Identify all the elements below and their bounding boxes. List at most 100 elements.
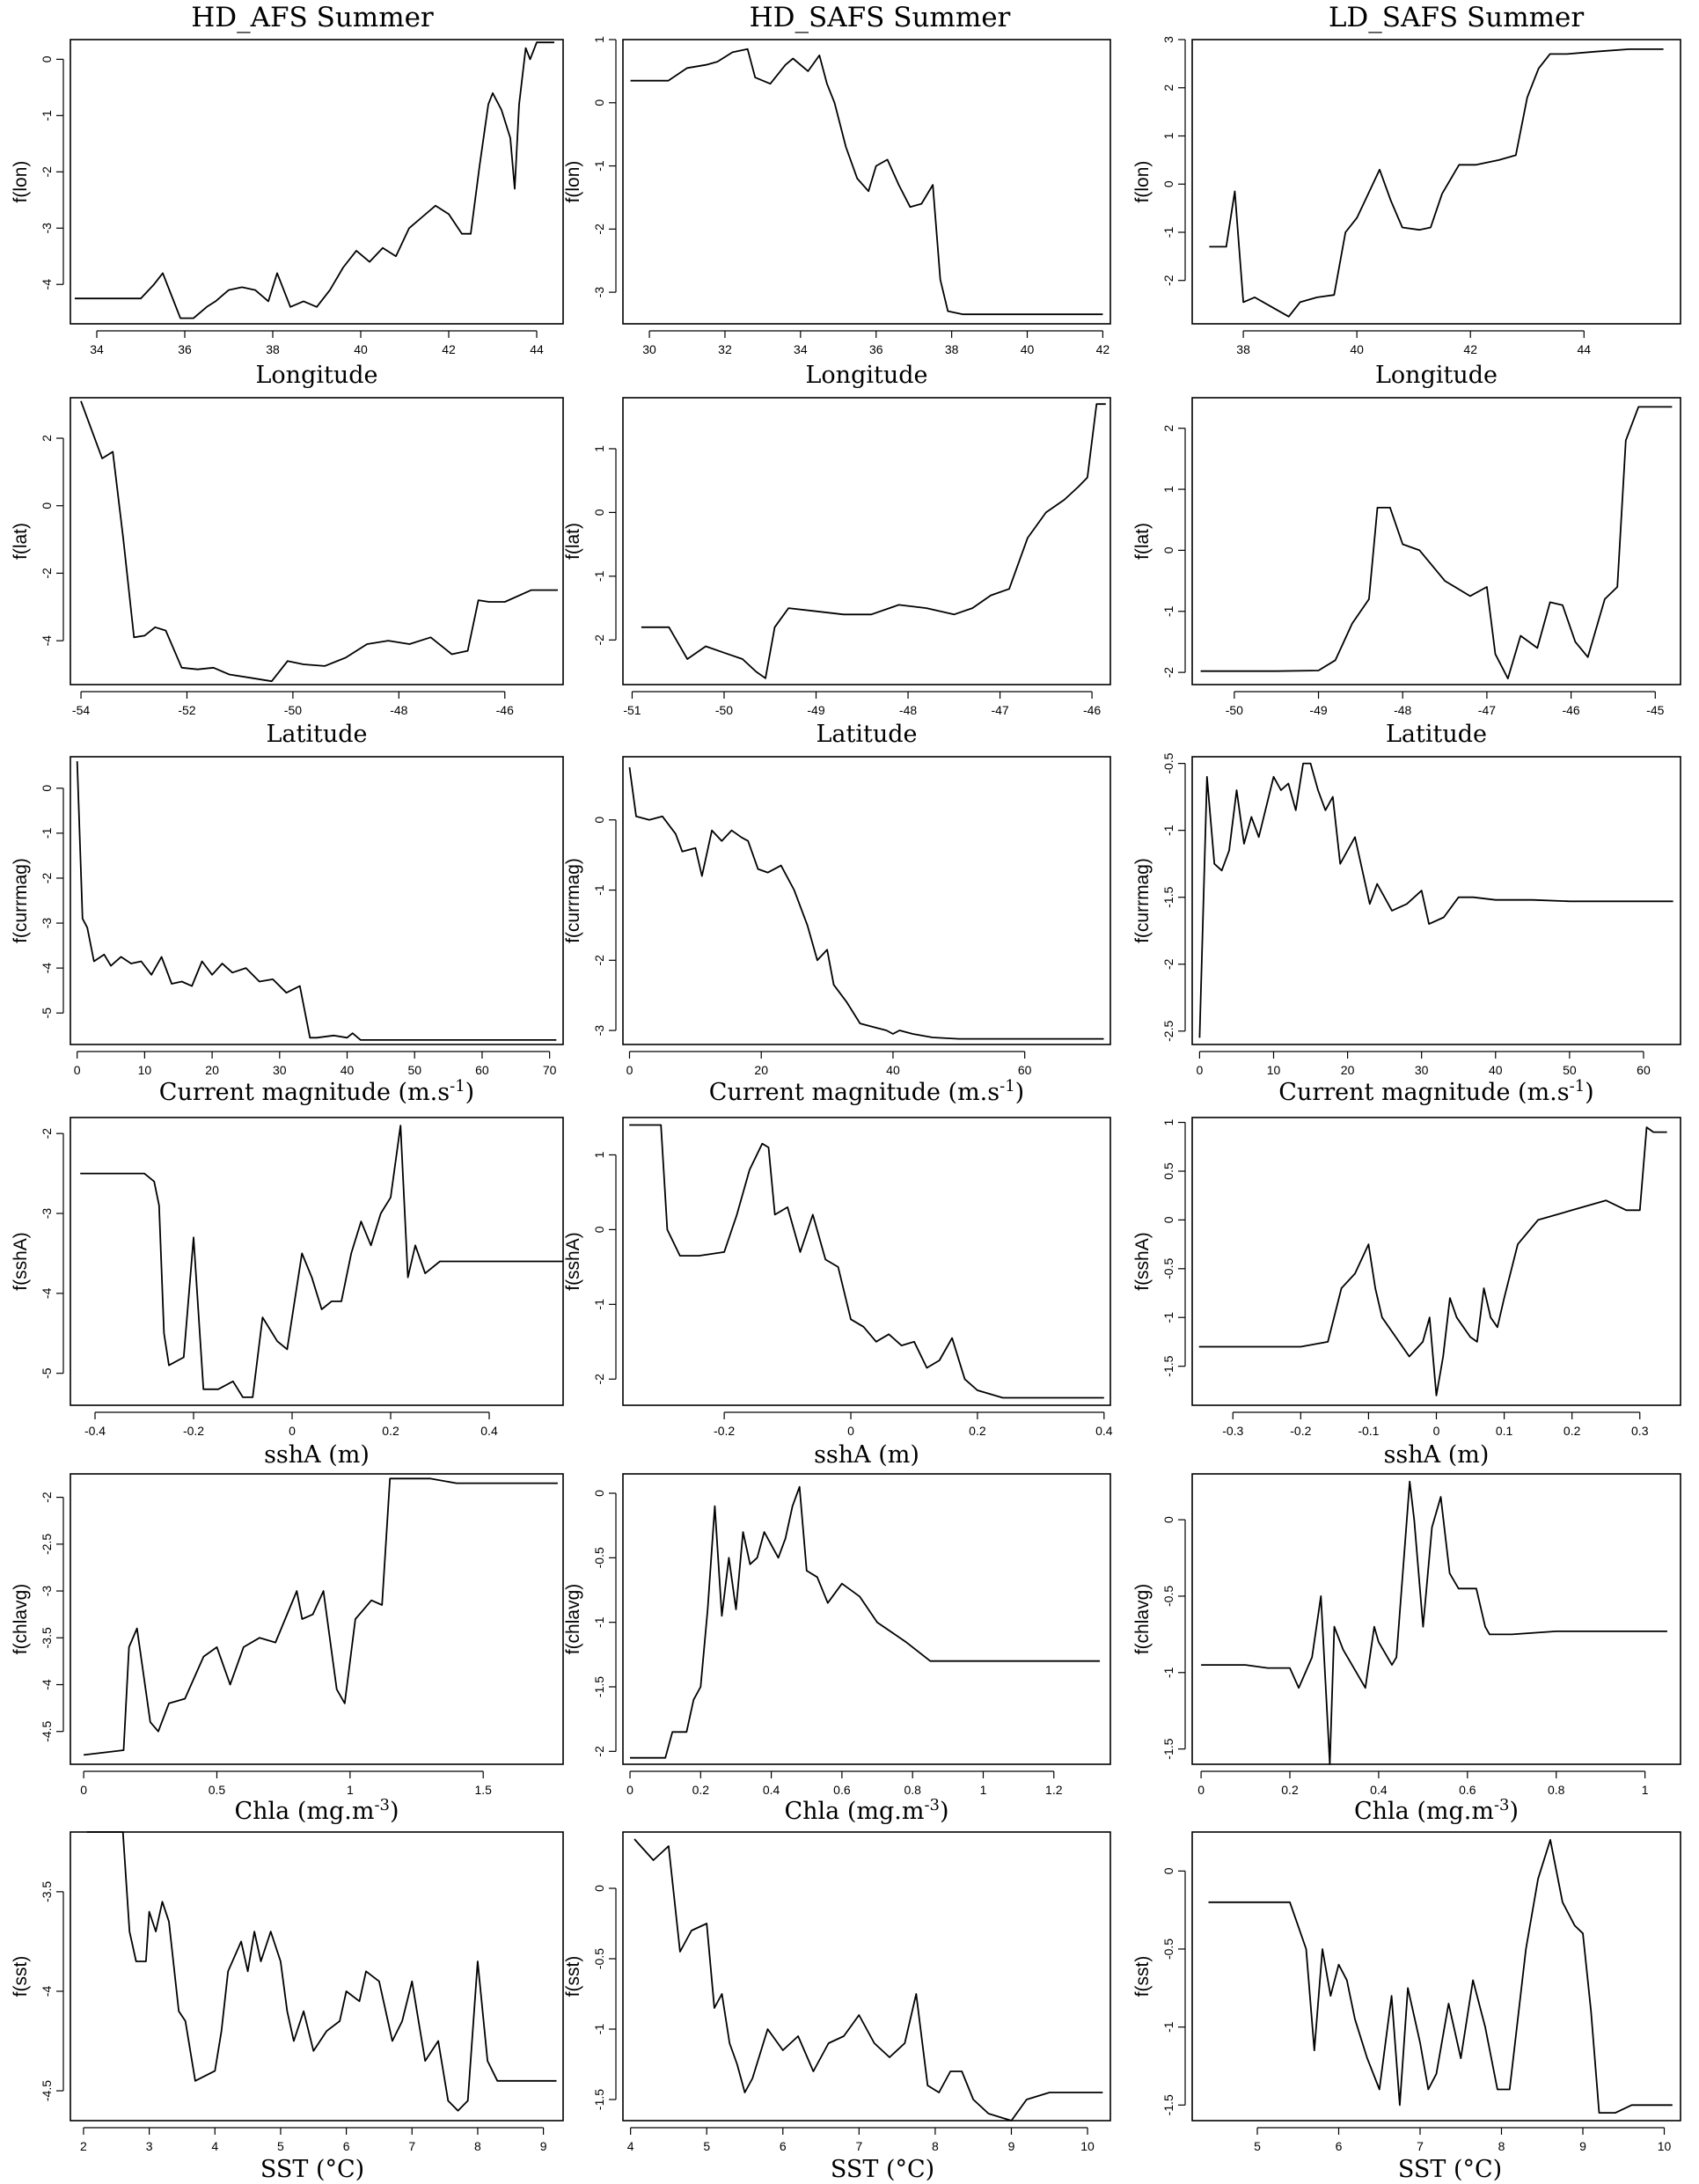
x-tick-label: -48: [1394, 703, 1411, 717]
x-tick-label: -46: [496, 703, 514, 717]
y-tick-label: -1: [1161, 2021, 1175, 2033]
y-tick-label: -4: [40, 1986, 54, 1997]
y-tick-label: 0: [40, 55, 54, 62]
series-line: [1209, 48, 1664, 318]
y-tick-label: -4: [40, 635, 54, 647]
x-tick-label: 42: [442, 342, 456, 356]
x-tick-label: 34: [794, 342, 808, 356]
y-tick-label: -4: [40, 1287, 54, 1299]
x-axis-label: Current magnitude (m.s-1): [709, 1077, 1024, 1107]
x-axis-label: Longitude: [806, 362, 928, 389]
y-tick-label: -2: [592, 224, 606, 235]
y-tick-label: -2: [40, 1491, 54, 1503]
y-tick-label: -1.5: [1161, 1355, 1175, 1376]
y-axis-label: f(lat): [1132, 523, 1153, 560]
y-axis-label: f(currmag): [1132, 858, 1153, 943]
y-tick-label: -3: [40, 223, 54, 234]
y-tick-label: -0.5: [592, 1948, 606, 1969]
x-tick-label: 9: [1579, 2139, 1586, 2153]
x-tick-label: 40: [886, 1063, 900, 1077]
y-tick-label: 1: [592, 1151, 606, 1158]
y-axis-label: f(lon): [563, 161, 583, 203]
y-axis-label: f(chlavg): [563, 1584, 583, 1655]
plot-frame: [70, 39, 564, 325]
x-tick-label: -51: [623, 703, 641, 717]
y-tick-label: -2: [1161, 667, 1175, 678]
x-tick-label: -46: [1083, 703, 1101, 717]
y-axis-label: f(chlavg): [1132, 1584, 1153, 1655]
y-tick-label: -1: [592, 1616, 606, 1628]
x-tick-label: 5: [277, 2139, 284, 2153]
series-line: [630, 48, 1103, 316]
y-axis-label: f(lat): [563, 523, 583, 560]
column-titles: HD_AFS Summer HD_SAFS Summer LD_SAFS Sum…: [191, 2, 1584, 33]
x-tick-label: 0: [626, 1063, 633, 1077]
x-tick-label: 36: [869, 342, 883, 356]
y-tick-label: -3.5: [40, 1627, 54, 1648]
y-axis-label: f(sst): [1132, 1956, 1153, 1997]
y-tick-label: -0.5: [1161, 1258, 1175, 1279]
x-tick-label: 20: [1341, 1063, 1355, 1077]
x-tick-label: 42: [1096, 342, 1110, 356]
x-tick-label: 0.6: [1459, 1783, 1476, 1797]
y-tick-label: -0.5: [1161, 1938, 1175, 1960]
series-line: [80, 1125, 563, 1398]
y-tick-label: -0.5: [1161, 1586, 1175, 1607]
x-tick-label: -47: [1478, 703, 1496, 717]
x-tick-label: 0.2: [692, 1783, 710, 1797]
x-tick-label: 34: [90, 342, 104, 356]
x-tick-label: 32: [718, 342, 732, 356]
y-tick-label: -1: [592, 160, 606, 172]
x-tick-label: 8: [474, 2139, 481, 2153]
x-tick-label: -52: [178, 703, 195, 717]
x-tick-label: 0.3: [1631, 1424, 1649, 1438]
x-tick-label: 0.4: [1370, 1783, 1388, 1797]
x-axis-label: Longitude: [1375, 362, 1498, 389]
plot-frame: [1191, 1473, 1681, 1765]
x-tick-label: 0.6: [833, 1783, 851, 1797]
x-tick-label: -50: [284, 703, 302, 717]
y-tick-label: -2: [40, 1128, 54, 1140]
y-tick-label: -1: [1161, 824, 1175, 836]
x-axis-label: Longitude: [256, 362, 378, 389]
y-tick-label: 0: [592, 509, 606, 516]
x-tick-label: 8: [1498, 2139, 1505, 2153]
y-tick-label: -1: [1161, 1312, 1175, 1323]
plot-frame: [70, 397, 564, 685]
y-tick-label: 1: [1161, 1118, 1175, 1125]
y-tick-label: -3.5: [40, 1881, 54, 1902]
x-tick-label: 0.2: [1564, 1424, 1581, 1438]
x-tick-label: 0: [80, 1783, 87, 1797]
x-tick-label: 0.1: [1496, 1424, 1513, 1438]
x-tick-label: 38: [945, 342, 959, 356]
x-tick-label: 0.2: [1281, 1783, 1299, 1797]
series-line: [1198, 762, 1673, 1038]
x-tick-label: 40: [341, 1063, 355, 1077]
x-axis-label: Current magnitude (m.s-1): [159, 1077, 474, 1107]
y-tick-label: -3: [40, 1208, 54, 1220]
y-tick-label: -1: [1161, 605, 1175, 617]
x-tick-label: -0.2: [714, 1424, 735, 1438]
x-tick-label: 0: [74, 1063, 81, 1077]
y-tick-label: -2: [40, 568, 54, 579]
x-axis-label: Current magnitude (m.s-1): [1278, 1077, 1593, 1107]
x-tick-label: 1: [1642, 1783, 1649, 1797]
x-tick-label: 50: [407, 1063, 421, 1077]
plot-frame: [70, 756, 564, 1045]
x-tick-label: 0.2: [969, 1424, 986, 1438]
xlabel-sst-3: SST (°C): [1398, 2156, 1502, 2183]
y-tick-label: -2.5: [40, 1534, 54, 1555]
y-tick-label: -1: [40, 110, 54, 121]
x-tick-label: -0.3: [1222, 1424, 1243, 1438]
series-line: [76, 761, 557, 1041]
column-title-3: LD_SAFS Summer: [1329, 2, 1585, 33]
series-line: [628, 766, 1104, 1040]
y-tick-label: 1: [592, 36, 606, 43]
y-tick-label: 2: [40, 435, 54, 442]
y-tick-label: -1.5: [592, 1676, 606, 1697]
x-tick-label: 0: [626, 1783, 633, 1797]
y-tick-label: -2.5: [1161, 1021, 1175, 1042]
y-tick-label: -2: [592, 955, 606, 966]
y-axis-label: f(lon): [1132, 161, 1153, 203]
xlabel-sst-1: SST (°C): [260, 2156, 364, 2183]
